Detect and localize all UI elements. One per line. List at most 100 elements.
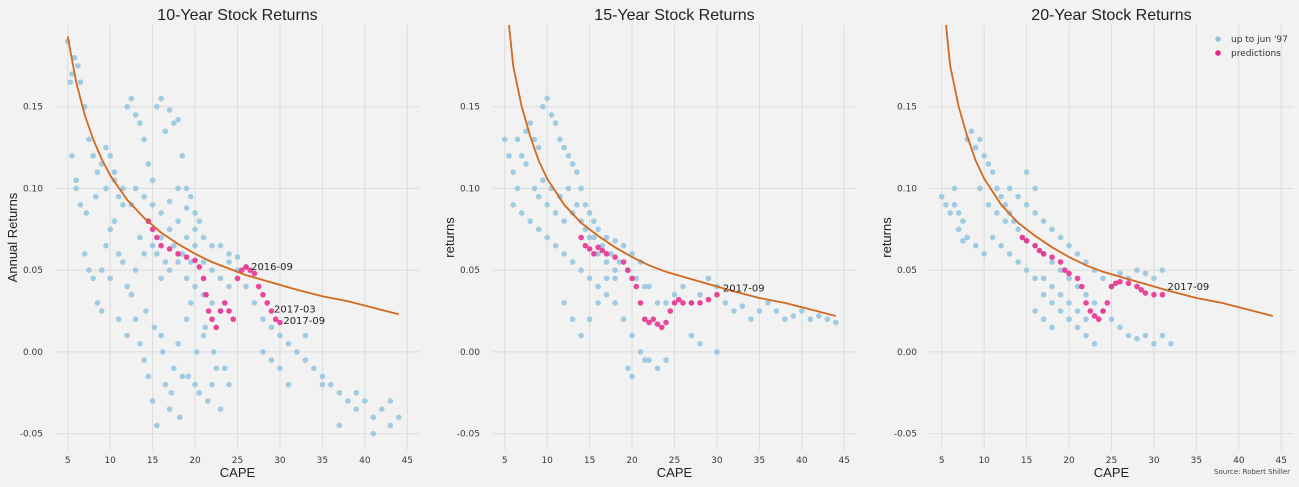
scatter-point [226,259,232,265]
scatter-point [171,120,177,126]
x-tick-label: 30 [1148,456,1160,466]
scatter-point [183,205,190,211]
scatter-point [193,349,200,355]
x-tick-label: 45 [402,456,413,466]
prediction-point [158,242,164,249]
scatter-point [977,185,983,192]
prediction-point [1087,308,1094,314]
scatter-point [395,414,402,421]
scatter-point [697,340,703,347]
scatter-point [111,169,118,175]
scatter-point [90,275,96,282]
scatter-point [277,365,283,372]
prediction-point [599,247,606,254]
scatter-point [137,340,143,347]
prediction-point [272,316,279,323]
scatter-point [90,152,96,159]
prediction-point [1112,280,1119,287]
scatter-point [103,185,109,192]
scatter-point [120,202,126,208]
scatter-point [561,218,567,224]
prediction-point [183,254,190,260]
scatter-point [1040,316,1047,323]
scatter-point [591,234,597,241]
scatter-point [569,316,576,323]
scatter-point [1151,340,1157,347]
scatter-point [603,234,610,241]
scatter-point [183,316,190,323]
scatter-point [527,218,533,224]
scatter-point [1015,259,1021,265]
scatter-point [1057,267,1064,273]
prediction-point [1019,234,1026,241]
scatter-point [209,300,215,306]
prediction-point [264,300,271,306]
prediction-point [675,296,682,303]
scatter-point [175,259,181,265]
prediction-point [1159,291,1166,298]
scatter-point [989,234,996,241]
scatter-point [145,373,152,380]
legend-label-historical: up to jun '97 [1231,35,1288,45]
prediction-point [277,319,283,326]
x-axis-label: CAPE [220,465,256,480]
scatter-point [128,291,135,298]
scatter-point [544,95,550,102]
scatter-point [1117,270,1123,277]
scatter-point [124,332,130,339]
y-tick-label: 0.00 [460,348,480,358]
scatter-point [951,185,958,192]
scatter-point [353,406,360,412]
x-tick-label: 5 [502,456,508,466]
x-tick-label: 25 [1106,456,1117,466]
scatter-point [311,365,317,372]
scatter-point [552,242,559,249]
x-tick-label: 45 [839,456,850,466]
scatter-point [616,259,623,265]
scatter-point [94,300,101,306]
scatter-point [1074,308,1081,314]
scatter-point [107,152,113,159]
panel-1: 5 10 15 20 25 30 35 40 45 -0.05 0.00 0.05 0.10 0.15 20… [5,7,420,480]
scatter-point [1125,332,1132,339]
scatter-point [646,283,652,290]
scatter-point [552,120,559,126]
prediction-point [625,267,631,273]
scatter-point [951,202,958,208]
chart-title: 15-Year Stock Returns [594,7,754,24]
scatter-point [1091,300,1098,306]
scatter-point [1040,275,1047,282]
scatter-point [1134,336,1140,342]
scatter-point [107,226,113,233]
scatter-point [510,202,517,208]
scatter-point [1015,193,1021,200]
scatter-point [773,308,780,314]
scatter-point [1049,324,1055,331]
x-tick-label: 25 [669,456,680,466]
scatter-point [994,210,1000,216]
scatter-point [166,107,173,113]
scatter-point [1049,283,1055,290]
y-axis-label: Annual Returns [5,192,20,282]
scatter-point [192,242,198,249]
scatter-point [210,349,217,355]
scatter-point [722,300,729,306]
chart-title: 10-Year Stock Returns [157,7,317,24]
scatter-point [544,234,550,241]
scatter-point [1083,291,1089,298]
scatter-point [115,193,122,200]
x-axis-label: CAPE [657,465,693,480]
scatter-point [578,332,584,339]
scatter-point [641,283,648,290]
y-tick-label: 0.15 [460,103,480,113]
prediction-point [667,308,674,314]
scatter-point [277,332,283,339]
scatter-point [574,169,580,175]
scatter-point [714,349,720,355]
annotation: 2017-09 [1168,282,1210,293]
scatter-point [1040,218,1047,224]
scatter-point [141,193,147,200]
scatter-point [362,398,368,404]
x-tick-label: 10 [978,456,990,466]
plot-area [501,24,839,380]
